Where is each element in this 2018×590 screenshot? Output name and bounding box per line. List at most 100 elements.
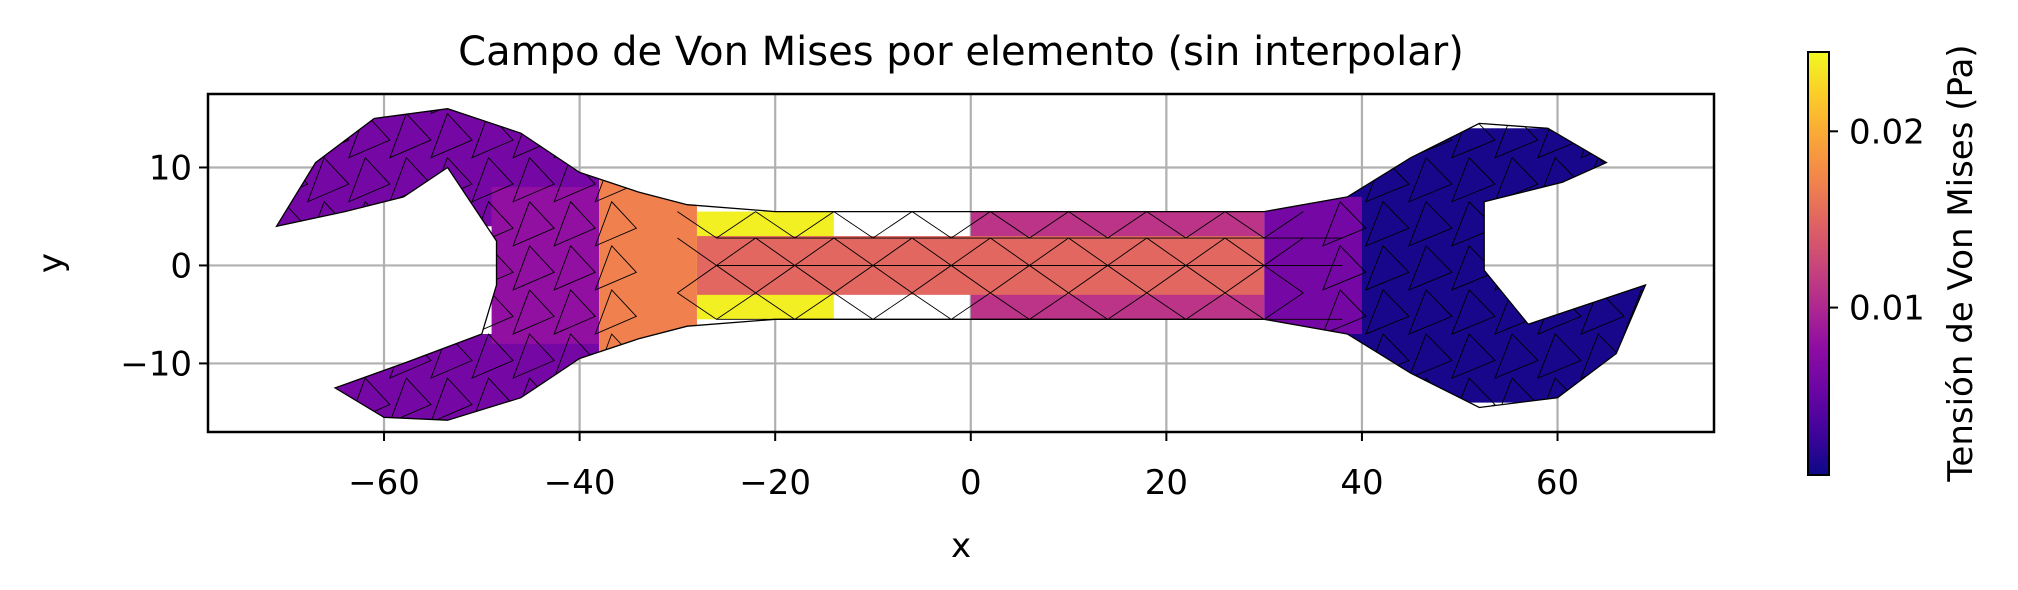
mesh-edge <box>1494 200 1539 247</box>
y-tick-label: 0 <box>170 246 192 286</box>
mesh-edge <box>276 377 309 421</box>
x-tick-label: 20 <box>1145 463 1188 503</box>
mesh-edge <box>1408 289 1453 335</box>
axes-frame <box>206 92 1716 434</box>
mesh-edge <box>389 245 432 291</box>
colorbar-label: Tensión de Von Mises (Pa) <box>1941 44 1981 482</box>
y-tick-label: 10 <box>149 148 192 188</box>
mesh-edge <box>1451 245 1496 291</box>
mesh-edge <box>348 112 391 159</box>
mesh-edge <box>755 237 873 266</box>
mesh-edge <box>512 108 555 115</box>
mesh-edge <box>1580 377 1625 421</box>
mesh-edge <box>1365 289 1410 335</box>
mesh-edge <box>1365 377 1410 421</box>
mesh-edge <box>430 245 473 291</box>
mesh-edge <box>1146 237 1265 266</box>
mesh-edge <box>430 289 473 335</box>
mesh-edge <box>471 112 514 159</box>
mesh-edge <box>276 289 309 335</box>
mesh-edge <box>389 377 432 421</box>
mesh-edge <box>1224 211 1343 239</box>
mesh-edge <box>1408 156 1453 203</box>
mesh-edge <box>1623 108 1646 115</box>
mesh-edge <box>1494 245 1539 291</box>
mesh-edge <box>1068 211 1186 239</box>
mesh-edge <box>1322 108 1367 115</box>
mesh-edge <box>1322 289 1367 335</box>
mesh-edge <box>1322 245 1367 291</box>
mesh-edge <box>1537 200 1582 247</box>
mesh-edge <box>1667 70 1710 114</box>
mesh-edge <box>1451 108 1496 115</box>
mesh-edge <box>1408 200 1453 247</box>
x-axis: −60 −40 −20 0 20 40 60 <box>348 432 1579 503</box>
mesh-edge <box>1365 245 1410 291</box>
y-axis-label: y <box>31 253 71 273</box>
mesh-edge <box>833 292 952 320</box>
x-tick-label: −60 <box>348 463 420 503</box>
mesh-edge <box>1068 237 1186 266</box>
mesh-edge <box>512 156 555 203</box>
mesh-edge <box>1580 289 1625 335</box>
x-tick-label: −20 <box>739 463 811 503</box>
mesh-edge <box>553 377 597 421</box>
mesh-edge <box>430 108 473 115</box>
stress-region-left-jaw-lower <box>335 334 600 421</box>
mesh-edge <box>833 237 952 266</box>
mesh-edge <box>1537 108 1582 115</box>
mesh-edge <box>430 333 473 379</box>
mesh-edge <box>1408 108 1453 115</box>
mesh-edge <box>1623 156 1646 203</box>
mesh-edge <box>1322 112 1367 159</box>
mesh-edge <box>1365 200 1410 247</box>
mesh-edge <box>430 112 473 159</box>
mesh-edge <box>553 112 597 159</box>
y-tick-label: −10 <box>120 344 192 384</box>
mesh-edge <box>276 245 309 291</box>
mesh-edge <box>471 108 514 115</box>
mesh-edge <box>306 245 350 291</box>
mesh-edge <box>1451 289 1496 335</box>
x-tick-label: 60 <box>1536 463 1579 503</box>
x-axis-label: x <box>951 526 971 566</box>
mesh-edge <box>1623 245 1646 291</box>
x-tick-label: −40 <box>544 463 616 503</box>
mesh-edge <box>276 112 309 159</box>
mesh-edge <box>1667 378 1710 422</box>
mesh-edge <box>430 200 473 247</box>
mesh-edge <box>1451 156 1496 203</box>
mesh-edge <box>1322 200 1367 247</box>
mesh-edge <box>1667 246 1710 290</box>
mesh-edge <box>389 112 432 159</box>
mesh-edge <box>594 200 638 247</box>
mesh-edge <box>306 333 350 379</box>
mesh-edge <box>1580 108 1625 115</box>
stress-region-neck-left <box>599 177 697 354</box>
mesh-edge <box>594 377 638 421</box>
mesh-edge <box>512 289 555 335</box>
mesh-edge <box>348 156 391 203</box>
mesh-edge <box>512 200 555 247</box>
mesh-edge <box>1494 108 1539 115</box>
mesh-edge <box>1667 334 1710 378</box>
mesh-edge <box>553 245 597 291</box>
mesh-edge <box>1494 156 1539 203</box>
mesh-edge <box>594 245 638 291</box>
mesh-edge <box>1365 108 1410 115</box>
mesh-edge <box>389 108 432 115</box>
mesh-edge <box>1322 377 1367 421</box>
mesh-edge <box>755 211 873 239</box>
mesh-edge <box>276 333 309 379</box>
x-tick-label: 40 <box>1340 463 1383 503</box>
mesh-edge <box>553 200 597 247</box>
mesh-edge <box>1494 112 1539 159</box>
mesh-edge <box>1623 200 1646 247</box>
mesh-edge <box>594 289 638 335</box>
mesh-edge <box>1408 245 1453 291</box>
mesh-edge <box>1451 200 1496 247</box>
x-tick-label: 0 <box>960 463 982 503</box>
mesh-edge <box>430 377 473 421</box>
mesh-edge <box>833 211 952 239</box>
